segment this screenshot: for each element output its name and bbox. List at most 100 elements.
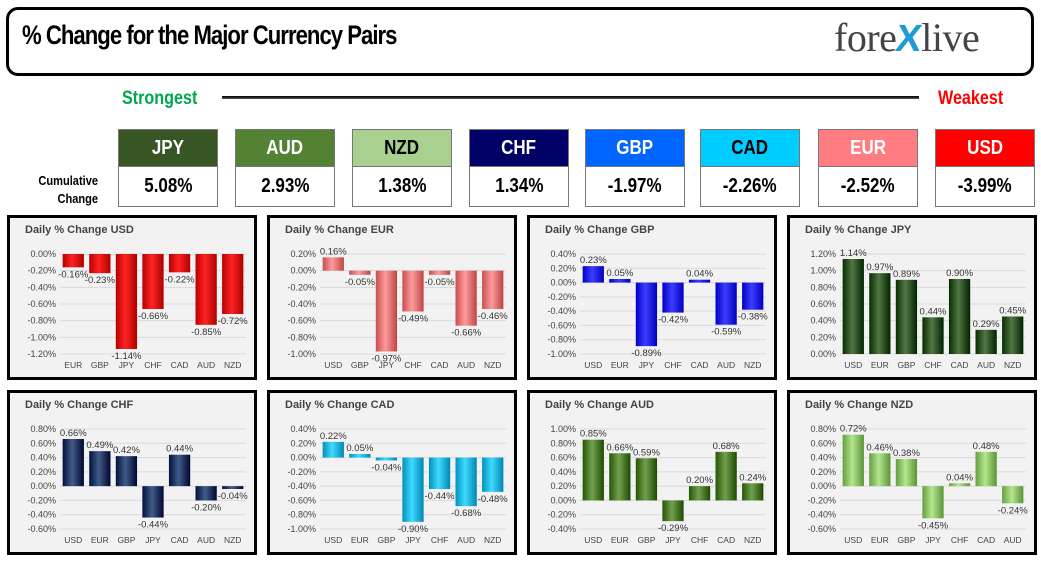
cumulative-value: 1.34%: [469, 167, 569, 207]
currency-box-aud: AUD 2.93%: [235, 129, 335, 207]
currency-name: CAD: [700, 129, 800, 167]
bar-gbp: [115, 456, 138, 487]
y-tick-label: 0.60%: [550, 453, 576, 463]
data-label: -0.23%: [85, 275, 116, 286]
bar-cad: [975, 451, 997, 487]
currency-name: CHF: [469, 129, 569, 167]
data-label: -0.49%: [398, 314, 429, 325]
bar-eur: [89, 451, 111, 487]
x-category-label: USD: [844, 535, 862, 545]
data-label: 0.97%: [866, 262, 893, 273]
y-tick-label: 0.00%: [810, 349, 836, 359]
bar-aud: [715, 282, 737, 325]
bar-cad: [948, 279, 971, 354]
chart-daily-change-eur: Daily % Change EUR 0.20% 0.00% -0.20% -0.40%…: [267, 215, 517, 380]
x-category-label: AUD: [457, 360, 475, 370]
bar-jpy: [142, 486, 164, 518]
x-category-label: CAD: [171, 535, 189, 545]
currency-box-gbp: GBP -1.97%: [585, 129, 685, 207]
cumulative-value-text: 2.93%: [260, 175, 310, 197]
currency-box-cad: CAD -2.26%: [700, 129, 800, 207]
currency-box-eur: EUR -2.52%: [818, 129, 918, 207]
bar-cad: [428, 270, 451, 275]
cumulative-value-text: -1.97%: [608, 175, 662, 197]
bar-jpy: [402, 457, 424, 522]
x-category-label: NZD: [744, 535, 761, 545]
x-category-label: CAD: [717, 535, 735, 545]
data-label: -0.38%: [738, 312, 769, 323]
bar-eur: [869, 453, 891, 487]
data-label: -0.72%: [218, 316, 249, 327]
x-category-label: JPY: [145, 535, 161, 545]
y-tick-label: 0.40%: [550, 467, 576, 477]
y-tick-label: 0.40%: [810, 453, 836, 463]
y-tick-label: 0.00%: [550, 495, 576, 505]
bar-chart: 1.00% 0.80% 0.60% 0.40% 0.20% 0.00% -0.20% -0.4…: [547, 424, 766, 545]
y-tick-label: 0.80%: [550, 438, 576, 448]
x-category-label: EUR: [351, 535, 369, 545]
bar-nzd: [1002, 316, 1024, 354]
bar-jpy: [635, 282, 658, 347]
bar-eur: [609, 453, 631, 501]
bar-chf: [662, 282, 684, 313]
x-category-label: GBP: [117, 535, 135, 545]
currency-code: CHF: [501, 136, 537, 159]
y-tick-label: 0.40%: [550, 249, 576, 259]
x-category-label: AUD: [977, 360, 995, 370]
bar-nzd: [482, 457, 504, 492]
y-tick-label: 0.00%: [290, 266, 316, 276]
x-category-label: USD: [324, 535, 342, 545]
bar-nzd: [222, 254, 244, 314]
data-label: 0.44%: [166, 444, 193, 455]
y-tick-label: -0.60%: [287, 495, 316, 505]
y-tick-label: -0.60%: [287, 316, 316, 326]
y-tick-label: -0.40%: [27, 282, 56, 292]
y-tick-label: -0.40%: [547, 524, 576, 534]
data-label: 0.59%: [633, 447, 660, 458]
x-category-label: CAD: [951, 360, 969, 370]
cumulative-change-label: Cumulative Change: [30, 172, 98, 208]
x-category-label: NZD: [224, 360, 241, 370]
x-category-label: EUR: [871, 360, 889, 370]
x-category-label: USD: [844, 360, 862, 370]
data-label: -0.97%: [371, 354, 402, 365]
data-label: 0.89%: [893, 269, 920, 280]
cumulative-value: 5.08%: [118, 167, 218, 207]
data-label: -0.16%: [58, 269, 89, 280]
data-label: 0.42%: [113, 445, 140, 456]
bar-chf: [922, 317, 944, 354]
bar-gbp: [349, 270, 371, 275]
x-category-label: GBP: [637, 535, 655, 545]
y-tick-label: -0.80%: [27, 316, 56, 326]
x-category-label: AUD: [457, 535, 475, 545]
bar-eur: [62, 254, 84, 268]
y-tick-label: 0.80%: [30, 424, 56, 434]
chart-title: Daily % Change EUR: [285, 224, 394, 236]
data-label: 0.66%: [606, 442, 633, 453]
data-label: -0.24%: [998, 505, 1029, 516]
bar-usd: [842, 434, 864, 487]
currency-box-jpy: JPY 5.08%: [118, 129, 218, 207]
data-label: 0.48%: [973, 441, 1000, 452]
x-category-label: GBP: [351, 360, 369, 370]
bar-chart: 1.20% 1.00% 0.80% 0.60% 0.40% 0.20% 0.00% 1.14%…: [810, 248, 1026, 370]
data-label: 0.16%: [320, 246, 347, 257]
y-tick-label: 0.20%: [30, 467, 56, 477]
logo-text-left: fore: [834, 15, 897, 60]
x-category-label: EUR: [611, 360, 629, 370]
data-label: -0.68%: [451, 508, 482, 519]
y-tick-label: -0.60%: [27, 299, 56, 309]
x-category-label: AUD: [197, 535, 215, 545]
data-label: 0.38%: [893, 448, 920, 459]
bar-jpy: [922, 486, 944, 519]
cumulative-value: 1.38%: [352, 167, 452, 207]
y-tick-label: 0.60%: [810, 438, 836, 448]
currency-code: JPY: [151, 136, 185, 159]
currency-box-usd: USD -3.99%: [935, 129, 1035, 207]
bar-chf: [428, 457, 451, 489]
data-label: 0.45%: [999, 306, 1026, 317]
x-category-label: JPY: [925, 535, 941, 545]
x-category-label: AUD: [717, 360, 735, 370]
chart-daily-change-usd: Daily % Change USD 0.00% -0.20% -0.40% -0.60…: [7, 215, 257, 380]
data-label: -0.44%: [425, 491, 456, 502]
